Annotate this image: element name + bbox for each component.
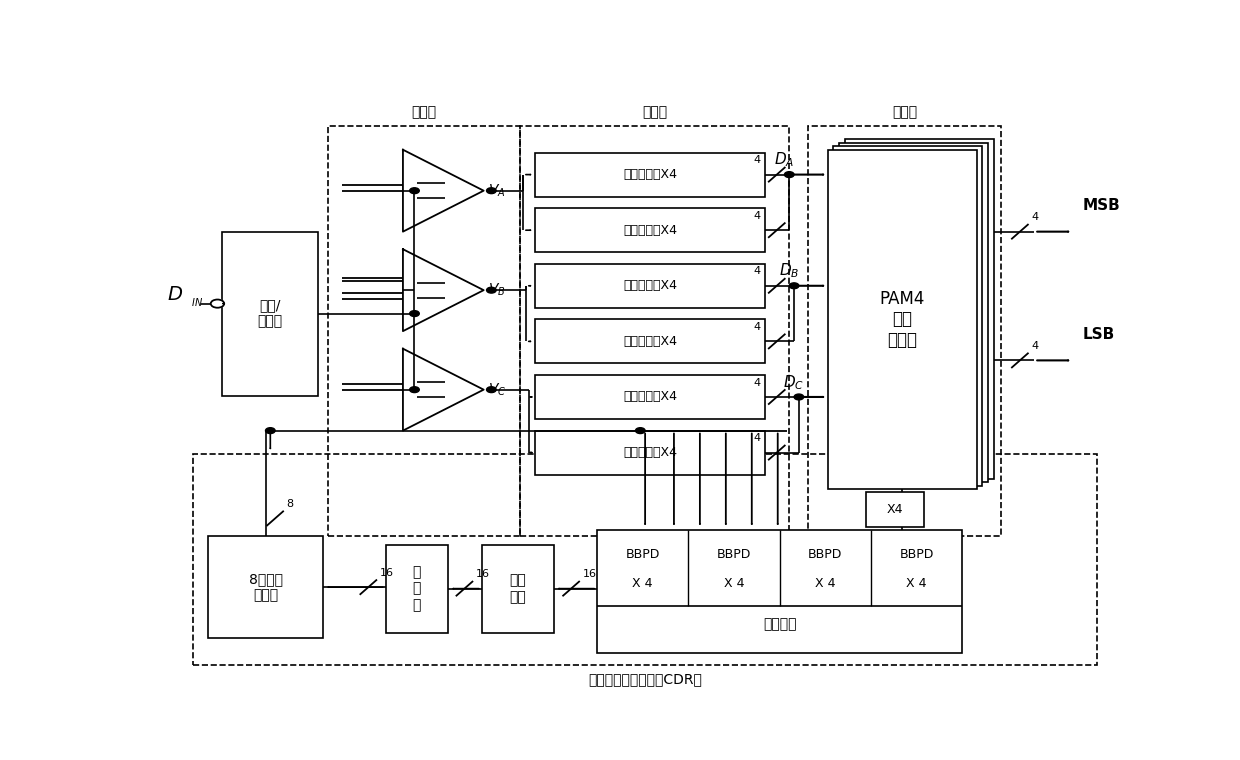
Text: 16: 16 bbox=[583, 569, 596, 579]
Bar bbox=[534, 431, 765, 474]
Bar bbox=[534, 264, 765, 308]
Circle shape bbox=[409, 387, 419, 393]
Text: $D_C$: $D_C$ bbox=[784, 373, 805, 391]
Bar bbox=[193, 454, 1096, 665]
Text: 译码器: 译码器 bbox=[892, 106, 918, 119]
Bar bbox=[844, 139, 994, 479]
Circle shape bbox=[211, 299, 224, 308]
Text: 比较器: 比较器 bbox=[412, 106, 436, 119]
Bar bbox=[596, 530, 962, 653]
Circle shape bbox=[486, 188, 496, 194]
Text: 4: 4 bbox=[754, 433, 760, 443]
Text: 4: 4 bbox=[754, 267, 760, 277]
Text: 采样器: 采样器 bbox=[642, 106, 667, 119]
Bar bbox=[534, 375, 765, 419]
Text: 4: 4 bbox=[754, 378, 760, 388]
Text: 4: 4 bbox=[1032, 212, 1039, 222]
Text: $V_A$: $V_A$ bbox=[489, 182, 506, 199]
Text: PAM4
数字
译码器: PAM4 数字 译码器 bbox=[879, 290, 925, 350]
Text: X 4: X 4 bbox=[724, 578, 744, 591]
Bar bbox=[521, 126, 790, 536]
Circle shape bbox=[409, 188, 419, 194]
Circle shape bbox=[265, 428, 275, 433]
Circle shape bbox=[794, 394, 804, 400]
Bar bbox=[833, 146, 982, 486]
Text: 16: 16 bbox=[476, 569, 490, 579]
Bar bbox=[386, 545, 448, 632]
Bar bbox=[828, 150, 977, 489]
Text: 时钟数据恢复电路（CDR）: 时钟数据恢复电路（CDR） bbox=[588, 672, 702, 686]
Circle shape bbox=[486, 287, 496, 293]
Circle shape bbox=[785, 172, 794, 178]
Bar bbox=[534, 208, 765, 252]
Text: 4: 4 bbox=[1032, 341, 1039, 351]
Text: 8: 8 bbox=[286, 499, 294, 509]
Text: $D_B$: $D_B$ bbox=[779, 261, 800, 280]
Text: BBPD: BBPD bbox=[899, 548, 934, 561]
Circle shape bbox=[486, 387, 496, 393]
Text: 编
码
器: 编 码 器 bbox=[413, 565, 422, 612]
Bar bbox=[481, 545, 554, 632]
Text: X4: X4 bbox=[887, 503, 903, 516]
Text: 4: 4 bbox=[754, 322, 760, 332]
Text: MSB: MSB bbox=[1083, 198, 1120, 213]
Text: 投票电路: 投票电路 bbox=[763, 616, 796, 631]
Bar bbox=[808, 126, 1001, 536]
Circle shape bbox=[409, 311, 419, 316]
Circle shape bbox=[790, 283, 799, 289]
Bar bbox=[327, 126, 521, 536]
Bar bbox=[839, 143, 988, 482]
Text: 4: 4 bbox=[754, 211, 760, 221]
Text: 均衡/
放大器: 均衡/ 放大器 bbox=[258, 299, 283, 328]
Text: BBPD: BBPD bbox=[625, 548, 660, 561]
Text: X 4: X 4 bbox=[815, 578, 836, 591]
Text: 边沿采样器X4: 边沿采样器X4 bbox=[622, 335, 677, 348]
Text: $D_A$: $D_A$ bbox=[774, 150, 795, 169]
Bar bbox=[866, 492, 924, 527]
Text: 数据采样器X4: 数据采样器X4 bbox=[622, 168, 677, 181]
Text: $V_C$: $V_C$ bbox=[489, 382, 507, 397]
Bar bbox=[534, 153, 765, 197]
Bar bbox=[208, 536, 324, 638]
Text: 8相时钟
产生器: 8相时钟 产生器 bbox=[248, 572, 283, 602]
Circle shape bbox=[636, 428, 645, 433]
Bar bbox=[222, 232, 319, 395]
Text: 16: 16 bbox=[379, 568, 394, 578]
Text: 4: 4 bbox=[754, 155, 760, 165]
Text: $_{IN}$: $_{IN}$ bbox=[191, 296, 202, 309]
Text: X 4: X 4 bbox=[632, 578, 653, 591]
Text: $D$: $D$ bbox=[166, 285, 182, 304]
Text: 数据采样器X4: 数据采样器X4 bbox=[622, 391, 677, 404]
Text: BBPD: BBPD bbox=[808, 548, 842, 561]
Text: 数据采样器X4: 数据采样器X4 bbox=[622, 279, 677, 293]
Text: 边沿采样器X4: 边沿采样器X4 bbox=[622, 446, 677, 459]
Text: LSB: LSB bbox=[1083, 327, 1115, 341]
Bar bbox=[534, 319, 765, 363]
Text: 边沿采样器X4: 边沿采样器X4 bbox=[622, 223, 677, 236]
Text: BBPD: BBPD bbox=[717, 548, 751, 561]
Text: X 4: X 4 bbox=[906, 578, 926, 591]
Text: 数字
滤波: 数字 滤波 bbox=[510, 574, 526, 603]
Text: $V_B$: $V_B$ bbox=[489, 282, 506, 299]
